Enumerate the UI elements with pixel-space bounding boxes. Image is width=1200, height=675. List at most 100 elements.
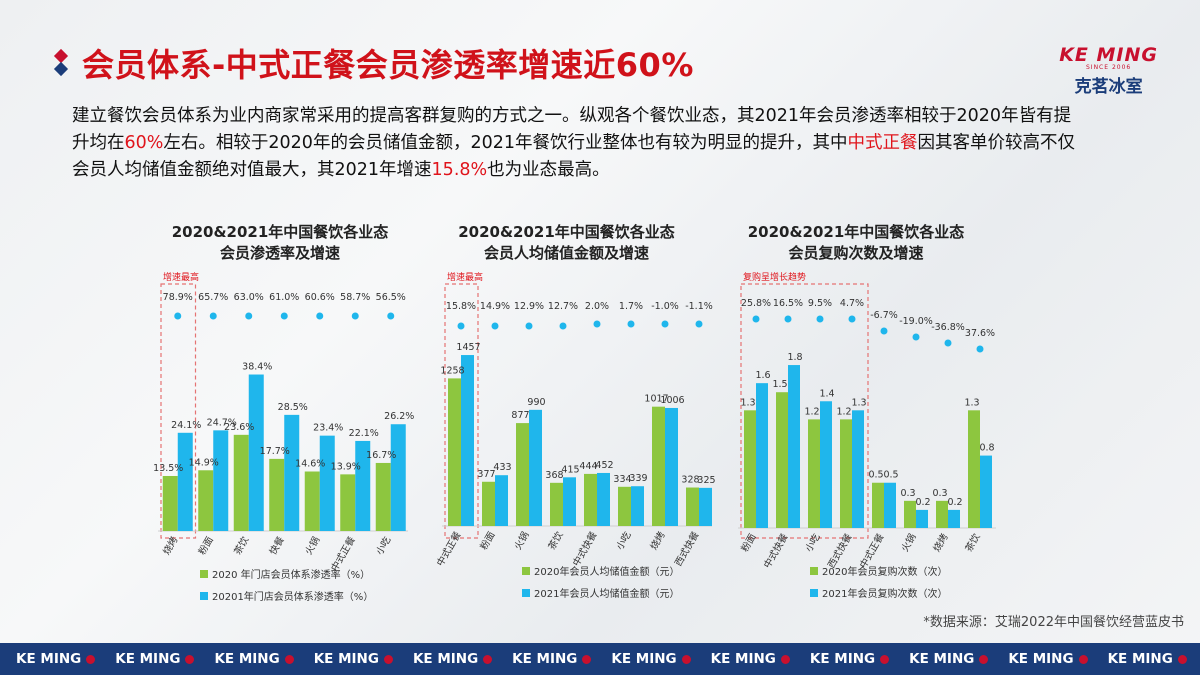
intro-text-2: 左右。相较于2020年的会员储值金额，2021年餐饮行业整体也有较为明显的提升，…	[163, 133, 848, 153]
bar-2021	[631, 486, 644, 526]
strip-dot-icon	[979, 654, 989, 664]
strip-dot-icon	[483, 654, 493, 664]
data-label-2020: 377	[477, 469, 495, 480]
strip-brand-label: KE MING	[16, 651, 82, 667]
chart-title-line2: 会员复购次数及增速	[788, 244, 923, 262]
bar-2021	[699, 487, 712, 526]
growth-dot	[174, 312, 182, 320]
bar-2021	[916, 509, 928, 528]
growth-label: 9.5%	[808, 298, 832, 309]
intro-highlight-3: 15.8%	[431, 160, 488, 180]
strip-dot-icon	[284, 654, 294, 664]
strip-dot-icon	[383, 654, 393, 664]
highlight-annotation: 增速最高	[447, 271, 483, 283]
bar-2020	[233, 434, 249, 531]
category-label: 茶饮	[546, 529, 566, 552]
category-label: 烧烤	[931, 531, 951, 554]
strip-brand-item: KE MING	[413, 651, 493, 667]
legend-swatch-2021	[522, 589, 530, 597]
growth-label: 78.9%	[163, 292, 193, 303]
strip-brand-label: KE MING	[115, 651, 181, 667]
growth-label: 12.9%	[514, 301, 544, 312]
bar-2021	[980, 455, 992, 528]
data-label-2021: 452	[595, 460, 613, 471]
category-label: 火锅	[303, 535, 322, 557]
strip-brand-label: KE MING	[214, 651, 280, 667]
growth-label: 15.8%	[446, 301, 476, 312]
strip-brand-label: KE MING	[710, 651, 776, 667]
brand-logo: KE MING SINCE 2006 克茗冰室	[1059, 44, 1158, 97]
bar-2021	[665, 407, 678, 526]
intro-text-3: 因其客单价较高不仅会员人均储值金额绝对值最大，其2021年增速	[72, 133, 1075, 180]
bar-2021	[495, 475, 508, 526]
category-label: 茶饮	[231, 534, 251, 557]
data-label-2021: 0.5	[883, 470, 898, 481]
bar-2021	[788, 365, 800, 528]
category-label: 烧烤	[648, 529, 668, 552]
intro-highlight-2: 中式正餐	[847, 133, 918, 153]
legend-label-2020: 2020 年门店会员体系渗透率（%）	[212, 568, 370, 581]
data-label-2021: 1.4	[819, 388, 834, 399]
growth-dot	[387, 312, 395, 320]
data-label-2021: 38.4%	[242, 362, 272, 373]
data-label-2020: 0.3	[900, 488, 915, 499]
data-label-2020: 23.6%	[224, 422, 254, 433]
data-label-2020: 328	[681, 475, 699, 486]
data-label-2021: 433	[493, 462, 511, 473]
growth-dot	[661, 320, 669, 328]
growth-dot	[525, 322, 533, 330]
growth-label: -6.7%	[870, 310, 898, 321]
strip-dot-icon	[880, 654, 890, 664]
category-label: 中式正餐	[857, 531, 887, 570]
data-label-2020: 877	[511, 410, 529, 421]
bar-2020	[904, 500, 916, 528]
bar-2021	[597, 472, 610, 526]
data-label-2021: 339	[629, 473, 647, 484]
strip-brand-item: KE MING	[909, 651, 989, 667]
data-label-2021: 26.2%	[384, 411, 414, 422]
bar-2021	[820, 401, 832, 528]
growth-label: 4.7%	[840, 298, 864, 309]
data-label-2020: 14.6%	[295, 459, 325, 470]
chart-title-line2: 会员人均储值金额及增速	[484, 244, 649, 262]
highlight-box	[160, 283, 197, 539]
bar-2020	[840, 419, 852, 528]
legend-label-2020: 2020年会员人均储值金额（元）	[534, 565, 679, 578]
growth-dot	[280, 312, 288, 320]
bar-2020	[776, 392, 788, 528]
intro-text-1: 建立餐饮会员体系为业内商家常采用的提高客群复购的方式之一。纵观各个餐饮业态，其2…	[72, 106, 1072, 153]
bar-2021	[852, 410, 864, 528]
strip-dot-icon	[185, 654, 195, 664]
strip-brand-label: KE MING	[512, 651, 578, 667]
strip-brand-item: KE MING	[512, 651, 592, 667]
chart-title-line1: 2020&2021年中国餐饮各业态	[458, 223, 675, 241]
data-label-2021: 0.2	[915, 497, 930, 508]
chart-title-line1: 2020&2021年中国餐饮各业态	[172, 223, 389, 241]
data-label-2020: 0.5	[868, 470, 883, 481]
growth-dot	[457, 322, 465, 330]
data-label-2021: 1.3	[851, 397, 866, 408]
legend-swatch-2020	[200, 570, 208, 578]
bar-2021	[355, 440, 371, 531]
growth-label: 12.7%	[548, 301, 578, 312]
strip-brand-label: KE MING	[809, 651, 876, 667]
highlight-annotation: 增速最高	[163, 271, 199, 283]
strip-brand-item: KE MING	[711, 651, 790, 667]
bar-2020	[872, 482, 884, 528]
growth-dot	[351, 312, 359, 320]
bar-2020	[304, 471, 320, 531]
strip-brand-label: KE MING	[1008, 651, 1074, 667]
data-label-2020: 13.5%	[153, 463, 183, 474]
legend-swatch-2021	[810, 589, 818, 597]
data-label-2021: 415	[561, 464, 579, 475]
data-label-2020: 334	[613, 474, 631, 485]
data-label-2020: 1.5	[772, 379, 787, 390]
growth-dot	[976, 345, 984, 353]
bar-2020	[482, 481, 495, 526]
category-label: 西式快餐	[825, 531, 855, 570]
growth-dot	[593, 320, 601, 328]
intro-paragraph: 建立餐饮会员体系为业内商家常采用的提高客群复购的方式之一。纵观各个餐饮业态，其2…	[72, 103, 1082, 184]
growth-dot	[209, 312, 217, 320]
